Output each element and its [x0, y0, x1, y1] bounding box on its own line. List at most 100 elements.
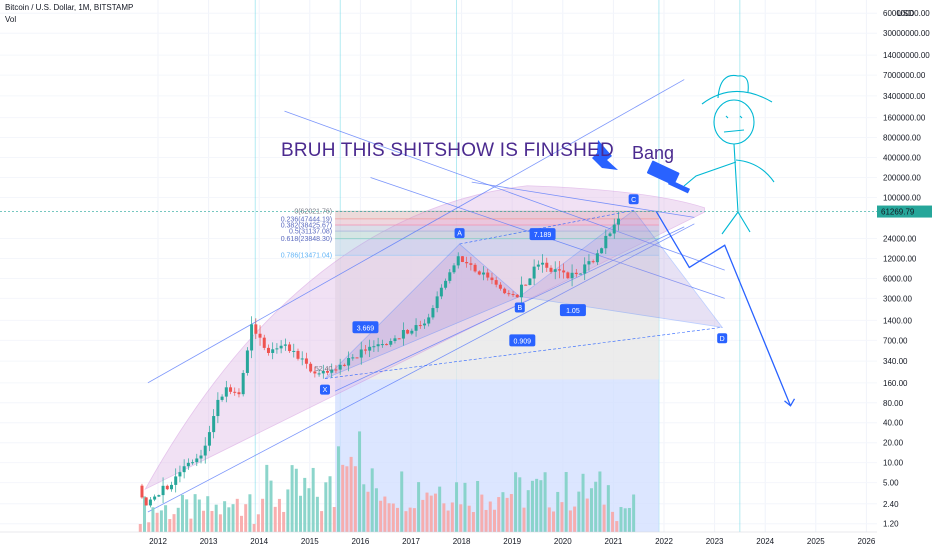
volume-bar [248, 494, 251, 532]
y-tick-label: 1.20 [883, 520, 899, 529]
price-note: 52.40 [315, 366, 333, 373]
gavel-icon [646, 160, 694, 193]
candle-body [368, 347, 371, 351]
volume-bar [265, 465, 268, 532]
volume-bar [366, 492, 369, 532]
volume-bar [312, 468, 315, 532]
volume-bar [244, 504, 247, 532]
volume-bar [459, 504, 462, 532]
pattern-point-text: A [457, 231, 462, 238]
volume-bar [577, 492, 580, 532]
volume-bar [468, 506, 471, 532]
volume-bar [177, 508, 180, 532]
candle-body [558, 269, 561, 270]
volume-bar [497, 497, 500, 532]
volume-bar [240, 516, 243, 532]
candle-body [157, 495, 160, 496]
volume-bar [139, 524, 142, 532]
candle-body [453, 265, 456, 272]
candle-body [609, 233, 612, 235]
volume-bar [274, 507, 277, 532]
last-price-label: 61269.79 [881, 208, 915, 217]
candle-body [339, 365, 342, 370]
candle-body [263, 338, 266, 348]
candle-body [242, 373, 245, 394]
volume-bar [316, 497, 319, 532]
candle-body [237, 392, 240, 394]
volume-bar [202, 511, 205, 532]
volume-bar [164, 505, 167, 532]
candle-body [490, 278, 493, 281]
x-tick-label: 2026 [858, 537, 876, 546]
candle-body [364, 349, 367, 350]
candle-body [178, 472, 181, 476]
candle-body [174, 476, 177, 484]
candle-body [208, 432, 211, 446]
volume-bar [565, 472, 568, 532]
y-tick-label: 1600000.00 [883, 114, 926, 123]
candle-body [486, 273, 489, 278]
volume-bar [232, 504, 235, 532]
volume-bar [400, 471, 403, 532]
volume-bar [632, 495, 635, 532]
candle-body [275, 348, 278, 349]
volume-bar [392, 504, 395, 532]
volume-bar [598, 471, 601, 532]
volume-bar [527, 490, 530, 532]
volume-bar [257, 514, 260, 532]
candle-body [212, 416, 215, 432]
volume-bar [480, 495, 483, 532]
y-tick-label: 400000.00 [883, 154, 921, 163]
candle-body [469, 263, 472, 265]
volume-bar [215, 505, 218, 532]
volume-bar [510, 494, 513, 532]
pattern-point-text: D [720, 336, 725, 343]
volume-bar [556, 492, 559, 532]
candle-body [596, 253, 599, 262]
candle-body [377, 344, 380, 346]
candle-body [284, 344, 287, 345]
x-axis: 2012 2013 2014 2015 2016 2017 2018 2019 2020 2021… [0, 532, 932, 550]
candle-body [419, 325, 422, 326]
volume-bar [358, 431, 361, 532]
y-tick-label: 12000.00 [883, 254, 917, 263]
candle-body [360, 349, 363, 357]
volume-bar [371, 468, 374, 532]
candle-body [427, 317, 430, 323]
volume-bar [455, 482, 458, 532]
candle-body [482, 273, 485, 275]
bang-text[interactable]: Bang [632, 143, 674, 164]
candle-body [296, 351, 299, 359]
y-tick-label: 3400000.00 [883, 92, 926, 101]
candle-body [579, 274, 582, 275]
stickman-face [724, 116, 744, 132]
fib-level-label: 0.5(31137.08) [289, 229, 332, 236]
volume-bar [628, 508, 631, 532]
candle-body [495, 280, 498, 285]
volume-bar [383, 497, 386, 532]
x-tick-label: 2015 [301, 537, 319, 546]
volume-bar [603, 505, 606, 532]
volume-bar [270, 481, 273, 532]
candle-body [288, 344, 291, 351]
volume-bar [548, 507, 551, 532]
candle-body [440, 288, 443, 297]
annotation-text[interactable]: BRUH THIS SHITSHOW IS FINISHED [281, 140, 614, 162]
volume-bar [223, 501, 226, 532]
volume-bar [151, 507, 154, 532]
y-tick-label: 700.00 [883, 336, 908, 345]
candle-body [415, 325, 418, 331]
candle-body [592, 261, 595, 262]
candle-body [465, 262, 468, 263]
candle-body [305, 358, 308, 363]
volume-bar [168, 519, 171, 532]
volume-bar [337, 446, 340, 532]
candle-body [343, 365, 346, 366]
volume-bar [194, 494, 197, 532]
x-tick-label: 2019 [503, 537, 521, 546]
volume-bar [362, 484, 365, 532]
candle-body [267, 348, 270, 353]
candle-body [183, 466, 186, 472]
